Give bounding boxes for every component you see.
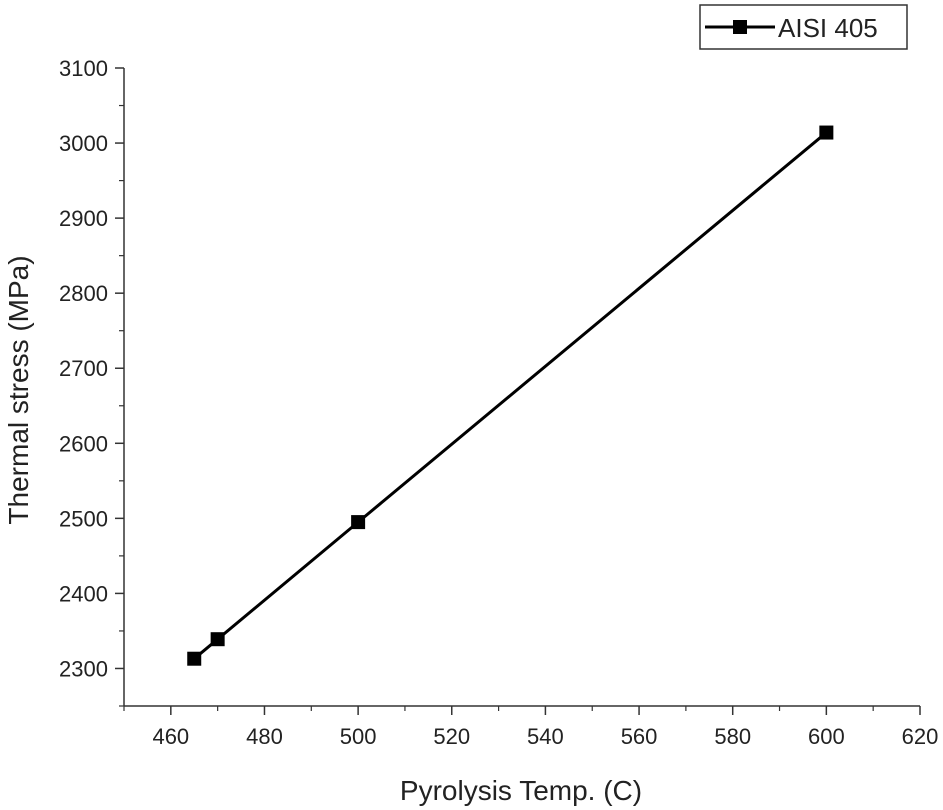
x-tick-label: 500	[340, 724, 377, 749]
y-tick-label: 3000	[59, 131, 108, 156]
x-tick-label: 600	[808, 724, 845, 749]
x-tick-label: 540	[527, 724, 564, 749]
y-tick-label: 2300	[59, 656, 108, 681]
y-tick-label: 2700	[59, 356, 108, 381]
legend-marker	[733, 20, 747, 34]
x-tick-label: 560	[621, 724, 658, 749]
y-tick-label: 2900	[59, 206, 108, 231]
data-point	[819, 125, 834, 140]
series-layer	[187, 125, 834, 666]
legend-label: AISI 405	[778, 13, 878, 43]
x-axis-title: Pyrolysis Temp. (C)	[400, 775, 642, 806]
y-axis-title: Thermal stress (MPa)	[3, 255, 34, 524]
data-point	[210, 632, 225, 647]
series-line	[193, 131, 828, 660]
x-tick-label: 520	[433, 724, 470, 749]
x-tick-label: 480	[246, 724, 283, 749]
y-tick-label: 2500	[59, 506, 108, 531]
data-point	[187, 651, 202, 666]
data-point	[351, 515, 366, 530]
x-tick-label: 460	[152, 724, 189, 749]
y-tick-label: 2600	[59, 431, 108, 456]
y-tick-label: 2800	[59, 281, 108, 306]
y-tick-label: 3100	[59, 56, 108, 81]
x-tick-label: 620	[902, 724, 939, 749]
x-axis: 460 480 500 520 540 560 580 600 620	[123, 705, 939, 749]
y-axis: 2300 2400 2500 2600 2700 2800 2900 3000 3100	[59, 56, 125, 707]
legend: AISI 405	[699, 4, 908, 50]
x-tick-label: 580	[714, 724, 751, 749]
y-tick-label: 2400	[59, 581, 108, 606]
